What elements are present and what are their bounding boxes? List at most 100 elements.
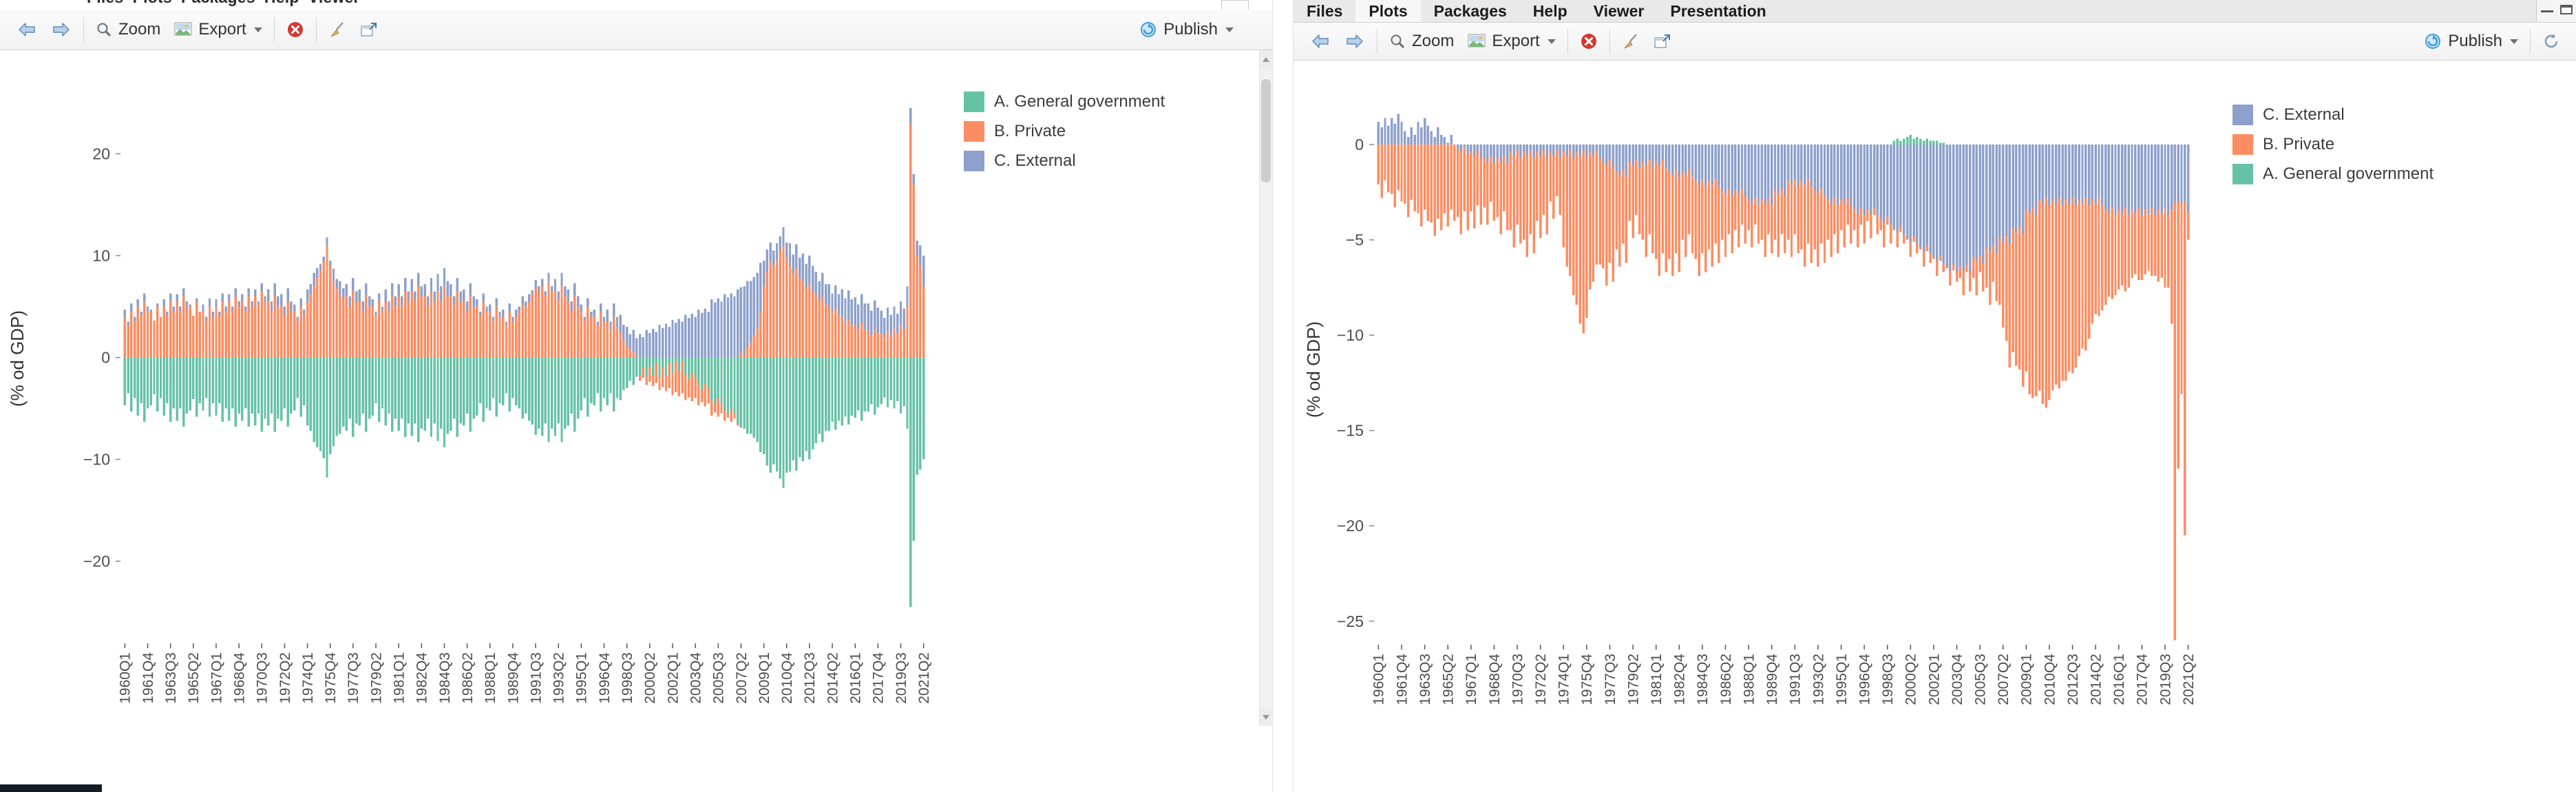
- svg-text:1975Q4: 1975Q4: [323, 652, 339, 704]
- svg-text:2012Q3: 2012Q3: [802, 652, 818, 704]
- svg-text:2009Q1: 2009Q1: [2019, 654, 2035, 705]
- svg-text:1982Q4: 1982Q4: [414, 652, 430, 704]
- svg-text:2012Q3: 2012Q3: [2065, 654, 2081, 705]
- legend-label: C. External: [2263, 105, 2345, 124]
- svg-text:1965Q2: 1965Q2: [186, 652, 202, 704]
- legend-label: A. General government: [994, 92, 1165, 111]
- forward-icon: [1347, 34, 1363, 48]
- svg-text:2007Q2: 2007Q2: [734, 652, 750, 704]
- svg-text:(% od GDP): (% od GDP): [1303, 321, 1324, 418]
- left-chart-canvas: 20 10 0 −10 −20 1960Q1 1961Q4 1963Q3 1965Q2 1967Q…: [7, 107, 932, 704]
- svg-text:−10: −10: [83, 451, 110, 469]
- scrollbar-thumb[interactable]: [1261, 79, 1271, 182]
- svg-text:1991Q3: 1991Q3: [1788, 654, 1804, 705]
- svg-text:1979Q2: 1979Q2: [1625, 654, 1641, 705]
- zoom-label: Zoom: [1412, 32, 1455, 50]
- svg-text:2002Q1: 2002Q1: [665, 652, 681, 704]
- remove-plot-button[interactable]: [279, 17, 311, 42]
- caret-down-icon: [1547, 39, 1556, 44]
- publish-button[interactable]: Publish: [1132, 17, 1241, 43]
- minimize-button[interactable]: [2541, 5, 2553, 17]
- svg-text:1970Q3: 1970Q3: [255, 652, 271, 704]
- svg-text:20: 20: [92, 145, 110, 162]
- magnifier-icon: [97, 23, 112, 37]
- tab-help[interactable]: Help: [1532, 2, 1567, 20]
- maximize-button[interactable]: [2560, 4, 2573, 18]
- legend-swatch: [964, 91, 984, 112]
- legend-swatch: [964, 150, 984, 171]
- scrollbar-down-button[interactable]: [1260, 708, 1272, 726]
- open-in-window-button[interactable]: [1647, 30, 1678, 53]
- clipped-tab-labels: Files Plots Packages Help Viewer: [87, 0, 360, 7]
- publish-label: Publish: [2448, 32, 2502, 50]
- svg-text:(% od GDP): (% od GDP): [7, 310, 28, 407]
- svg-text:1975Q4: 1975Q4: [1579, 654, 1595, 705]
- pane-tabbar: Files Plots Packages Help Viewer Present…: [1294, 0, 2576, 23]
- right-plots-pane: Files Plots Packages Help Viewer Present…: [1293, 0, 2576, 792]
- svg-text:2014Q2: 2014Q2: [825, 652, 841, 704]
- tab-packages[interactable]: Packages: [1433, 2, 1507, 20]
- svg-text:2017Q4: 2017Q4: [871, 652, 887, 704]
- svg-text:2003Q4: 2003Q4: [1950, 654, 1965, 705]
- svg-text:2000Q2: 2000Q2: [642, 652, 658, 704]
- publish-label: Publish: [1163, 20, 1218, 39]
- toolbar-separator: [273, 17, 275, 42]
- svg-text:2021Q2: 2021Q2: [2181, 654, 2197, 705]
- svg-text:2010Q4: 2010Q4: [779, 652, 795, 704]
- zoom-button[interactable]: Zoom: [89, 17, 167, 43]
- scrollbar-up-button[interactable]: [1260, 50, 1272, 68]
- export-button[interactable]: Export: [1461, 28, 1562, 54]
- svg-text:1993Q2: 1993Q2: [551, 652, 567, 704]
- svg-text:1977Q3: 1977Q3: [1603, 654, 1618, 705]
- legend-item: A. General government: [964, 91, 1165, 112]
- tab-files[interactable]: Files: [1307, 2, 1343, 20]
- clear-plots-button[interactable]: [321, 17, 353, 42]
- open-in-window-icon: [1654, 34, 1670, 48]
- back-button[interactable]: [10, 17, 44, 42]
- svg-text:2021Q2: 2021Q2: [916, 652, 932, 704]
- back-button[interactable]: [1303, 29, 1338, 54]
- export-label: Export: [1492, 32, 1540, 50]
- broom-icon: [1624, 34, 1637, 49]
- forward-button[interactable]: [44, 17, 78, 42]
- legend-item: A. General government: [2232, 163, 2434, 184]
- vertical-scrollbar[interactable]: [1259, 50, 1272, 726]
- svg-text:1977Q3: 1977Q3: [346, 652, 361, 704]
- publish-button[interactable]: Publish: [2417, 28, 2525, 54]
- open-in-window-button[interactable]: [353, 18, 385, 41]
- remove-plot-icon: [1581, 34, 1596, 49]
- forward-button[interactable]: [1338, 29, 1372, 54]
- plots-toolbar: Zoom Export Publish: [0, 10, 1272, 50]
- minimize-icon: [2541, 10, 2553, 12]
- svg-text:1968Q4: 1968Q4: [231, 652, 247, 704]
- svg-text:−20: −20: [83, 553, 110, 570]
- remove-plot-icon: [287, 22, 303, 37]
- svg-text:2016Q1: 2016Q1: [848, 652, 864, 704]
- bars: [1377, 114, 2190, 641]
- clear-plots-button[interactable]: [1615, 29, 1647, 54]
- svg-text:2019Q3: 2019Q3: [2157, 654, 2173, 705]
- zoom-button[interactable]: Zoom: [1382, 28, 1461, 54]
- svg-text:−15: −15: [1337, 422, 1364, 440]
- svg-text:1967Q1: 1967Q1: [209, 652, 224, 704]
- svg-text:1967Q1: 1967Q1: [1464, 654, 1479, 705]
- remove-plot-button[interactable]: [1573, 29, 1605, 54]
- tab-plots[interactable]: Plots: [1355, 0, 1421, 22]
- publish-icon: [2425, 34, 2441, 49]
- tab-viewer[interactable]: Viewer: [1593, 2, 1645, 20]
- caret-down-icon: [2510, 39, 2518, 44]
- svg-text:1996Q4: 1996Q4: [597, 652, 613, 704]
- svg-text:0: 0: [1355, 136, 1364, 153]
- svg-text:1988Q1: 1988Q1: [1741, 654, 1757, 705]
- svg-text:2007Q2: 2007Q2: [1996, 654, 2012, 705]
- window-controls: [2536, 0, 2576, 22]
- export-button[interactable]: Export: [167, 17, 268, 43]
- svg-text:1961Q4: 1961Q4: [140, 652, 156, 704]
- svg-text:1974Q1: 1974Q1: [1556, 654, 1572, 705]
- open-in-window-icon: [360, 23, 377, 36]
- svg-text:−20: −20: [1337, 517, 1364, 535]
- refresh-button[interactable]: [2535, 29, 2567, 54]
- toolbar-separator: [2530, 29, 2531, 54]
- tab-presentation[interactable]: Presentation: [1670, 2, 1766, 20]
